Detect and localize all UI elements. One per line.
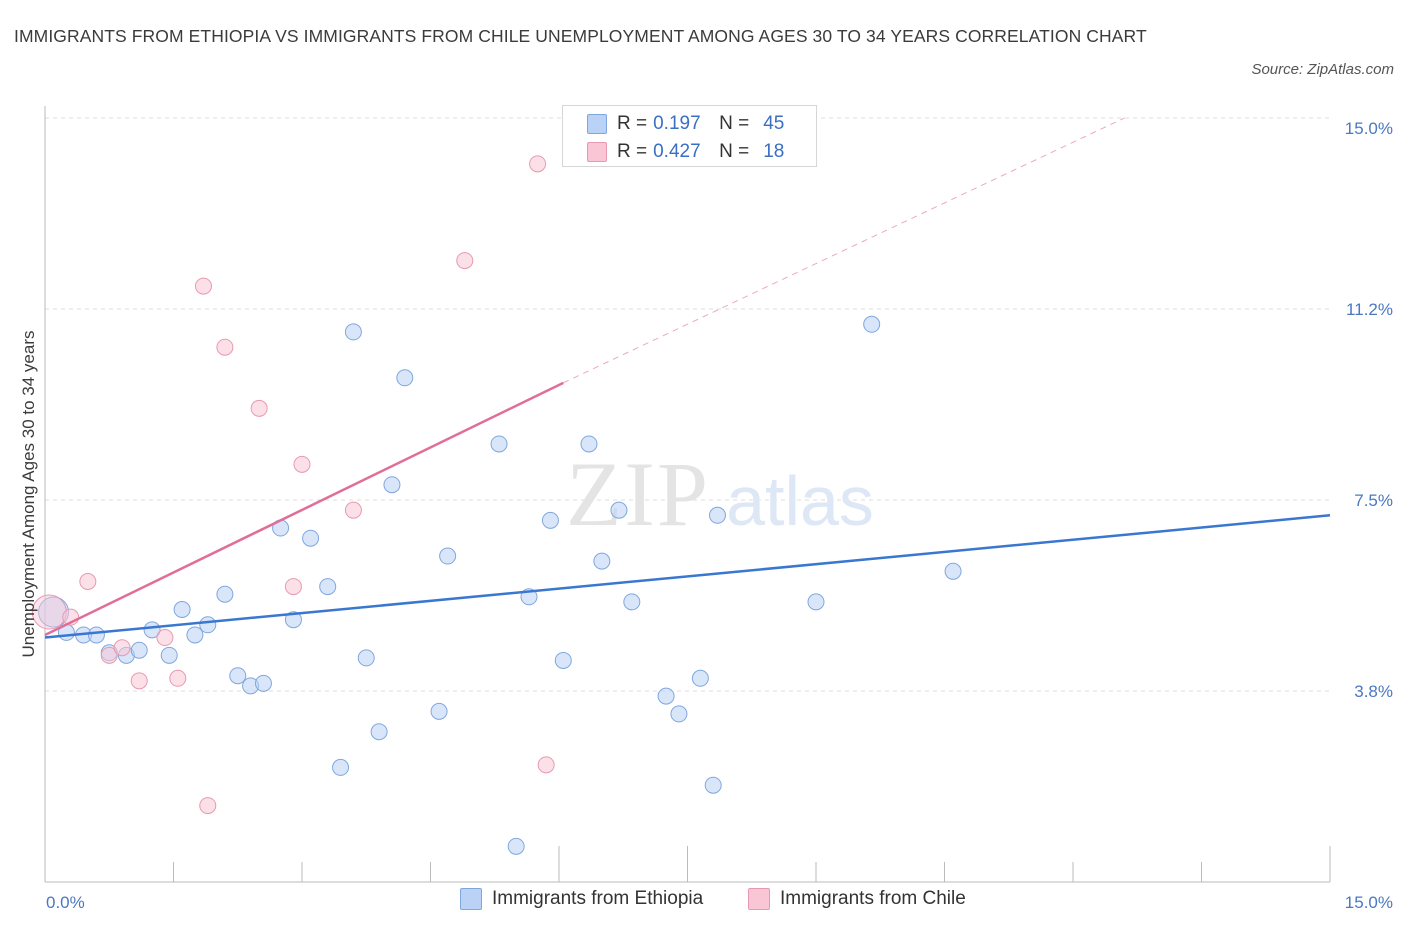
chile-point xyxy=(79,572,97,590)
bottom-legend: Immigrants from Ethiopia Immigrants from… xyxy=(0,888,1406,916)
chile-trend-extension xyxy=(563,117,1125,384)
watermark-atlas: atlas xyxy=(726,462,874,540)
ethiopia-point xyxy=(160,646,178,664)
chile-point xyxy=(250,399,268,417)
grid-layer xyxy=(45,117,1330,692)
ethiopia-point xyxy=(284,611,302,629)
y-tick-label: 3.8% xyxy=(1354,682,1393,701)
chile-point xyxy=(130,672,148,690)
y-tick-label: 7.5% xyxy=(1354,491,1393,510)
y-tick-label: 11.2% xyxy=(1346,300,1393,319)
ethiopia-points xyxy=(38,315,962,855)
bottom-legend-ethiopia: Immigrants from Ethiopia xyxy=(460,888,703,910)
chile-point xyxy=(194,277,212,295)
chile-point xyxy=(100,646,118,664)
ethiopia-point xyxy=(593,552,611,570)
ethiopia-point xyxy=(708,506,726,524)
axes-layer xyxy=(44,106,1331,883)
watermark: ZIP atlas xyxy=(566,443,874,545)
legend-swatch-chile xyxy=(587,142,607,162)
legend-r-label: R = xyxy=(617,141,648,162)
ethiopia-point xyxy=(302,529,320,547)
source-label: Source: ZipAtlas.com xyxy=(1251,61,1394,78)
ethiopia-point xyxy=(186,626,204,644)
chile-point xyxy=(529,155,547,173)
ethiopia-point xyxy=(863,315,881,333)
ethiopia-point xyxy=(430,702,448,720)
ethiopia-point xyxy=(623,593,641,611)
ethiopia-point xyxy=(357,649,375,667)
legend-n-label: N = xyxy=(719,113,750,134)
ethiopia-point xyxy=(691,669,709,687)
ethiopia-point xyxy=(657,687,675,705)
chile-points xyxy=(31,155,555,815)
ethiopia-point xyxy=(383,476,401,494)
ethiopia-point xyxy=(396,369,414,387)
ethiopia-point xyxy=(130,641,148,659)
ethiopia-trend-line xyxy=(44,514,1331,639)
ethiopia-point xyxy=(229,667,247,685)
bottom-legend-swatch-ethiopia xyxy=(460,888,482,910)
chile-point xyxy=(344,501,362,519)
chile-point xyxy=(156,629,174,647)
ethiopia-point xyxy=(199,616,217,634)
y-axis-label: Unemployment Among Ages 30 to 34 years xyxy=(19,331,38,658)
ethiopia-point xyxy=(332,758,350,776)
chile-point xyxy=(216,338,234,356)
bottom-legend-label-ethiopia: Immigrants from Ethiopia xyxy=(492,888,704,909)
ethiopia-point xyxy=(704,776,722,794)
legend-n-label: N = xyxy=(719,141,750,162)
bottom-legend-chile: Immigrants from Chile xyxy=(748,888,966,910)
ethiopia-point xyxy=(507,837,525,855)
chart-title: IMMIGRANTS FROM ETHIOPIA VS IMMIGRANTS F… xyxy=(14,26,1147,46)
ethiopia-point xyxy=(580,435,598,453)
ethiopia-point xyxy=(370,723,388,741)
legend-n-value: 45 xyxy=(763,113,785,134)
ethiopia-point xyxy=(490,435,508,453)
chile-point xyxy=(113,639,131,657)
legend-r-value: 0.427 xyxy=(653,141,701,162)
ethiopia-point xyxy=(610,501,628,519)
bottom-legend-swatch-chile xyxy=(748,888,770,910)
ethiopia-point xyxy=(807,593,825,611)
chile-point xyxy=(456,252,474,270)
x-tick-label: 0.0% xyxy=(46,893,85,912)
ethiopia-point xyxy=(554,651,572,669)
ethiopia-point xyxy=(670,705,688,723)
legend-row-ethiopia: R = 0.197 N = 45 xyxy=(587,111,784,137)
ethiopia-point xyxy=(87,626,105,644)
ethiopia-point xyxy=(319,578,337,596)
ethiopia-point xyxy=(216,585,234,603)
watermark-zip: ZIP xyxy=(566,443,710,545)
y-tick-label: 15.0% xyxy=(1345,119,1393,138)
ethiopia-point xyxy=(439,547,457,565)
chile-trend-line xyxy=(44,381,564,637)
legend-r-value: 0.197 xyxy=(653,113,701,134)
ethiopia-point xyxy=(254,674,272,692)
x-tick-label: 15.0% xyxy=(1345,893,1393,912)
ethiopia-point xyxy=(173,601,191,619)
trend-lines xyxy=(44,117,1331,639)
ethiopia-point xyxy=(944,562,962,580)
legend-box: R = 0.197 N = 45 R = 0.427 N = 18 xyxy=(562,105,817,167)
legend-swatch-ethiopia xyxy=(587,114,607,134)
ethiopia-point xyxy=(344,323,362,341)
legend-r-label: R = xyxy=(617,113,648,134)
chile-point xyxy=(199,797,217,815)
ethiopia-point xyxy=(541,511,559,529)
chile-point xyxy=(537,756,555,774)
chile-point xyxy=(293,455,311,473)
chile-point xyxy=(284,578,302,596)
bottom-legend-label-chile: Immigrants from Chile xyxy=(780,888,966,909)
legend-n-value: 18 xyxy=(763,141,785,162)
legend-row-chile: R = 0.427 N = 18 xyxy=(587,139,784,165)
tick-labels: 3.8% 7.5% 11.2% 15.0% 0.0% 15.0% xyxy=(46,119,1393,912)
chile-point xyxy=(169,669,187,687)
